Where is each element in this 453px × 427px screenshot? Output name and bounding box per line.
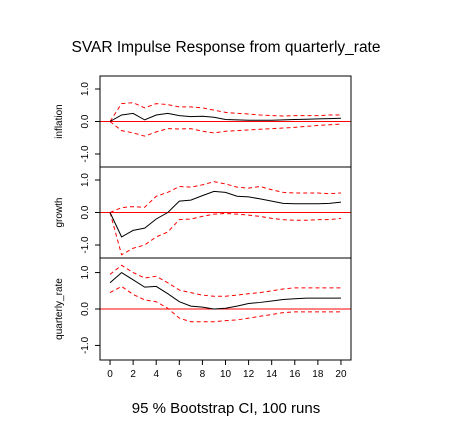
y-tick-label: 1.0	[80, 173, 91, 187]
x-tick-label: 18	[312, 369, 324, 380]
y-axis-label: growth	[54, 197, 65, 227]
x-tick-label: 4	[153, 369, 159, 380]
x-tick-label: 10	[220, 369, 232, 380]
panel-quarterly-rate: -1.0 0.0 1.0 quarterly_rate	[54, 257, 352, 361]
y-tick-label: -1.0	[80, 336, 91, 354]
panel-growth: -1.0 0.0 1.0 growth	[54, 166, 352, 259]
x-tick-label: 2	[130, 369, 136, 380]
y-tick-label: -1.0	[80, 145, 91, 163]
x-axis: 0 2 4 6 8 10 12 14 16 18 20	[107, 360, 347, 380]
ci-upper-line	[109, 102, 341, 122]
ci-upper-line	[109, 181, 341, 213]
x-tick-label: 6	[177, 369, 183, 380]
y-tick-label: -1.0	[80, 236, 91, 254]
y-tick-label: 0.0	[80, 205, 91, 219]
ci-lower-line	[109, 285, 341, 323]
chart-title: SVAR Impulse Response from quarterly_rat…	[72, 39, 381, 56]
x-tick-label: 14	[266, 369, 278, 380]
response-line	[109, 271, 341, 310]
x-tick-label: 20	[335, 369, 347, 380]
response-line	[109, 190, 342, 238]
x-tick-label: 16	[289, 369, 301, 380]
bootstrap-ci-caption: 95 % Bootstrap CI, 100 runs	[132, 400, 320, 417]
y-tick-label: 0.0	[80, 302, 91, 316]
ci-upper-line	[109, 264, 341, 297]
panel-inflation: -1.0 0.0 1.0 inflation	[54, 75, 352, 168]
x-tick-label: 12	[243, 369, 255, 380]
x-tick-label: 8	[200, 369, 206, 380]
y-axis-label: quarterly_rate	[54, 278, 65, 340]
panels-group: -1.0 0.0 1.0 inflation -1.0 0.0 1.0 growth -1.0 0…	[54, 75, 352, 361]
y-axis-label: inflation	[54, 104, 65, 138]
y-tick-label: 1.0	[80, 265, 91, 279]
response-line	[109, 112, 341, 122]
y-tick-label: 1.0	[80, 82, 91, 96]
ci-lower-line	[109, 121, 341, 137]
ci-lower-line	[109, 212, 342, 256]
x-tick-label: 0	[107, 369, 113, 380]
y-tick-label: 0.0	[80, 114, 91, 128]
